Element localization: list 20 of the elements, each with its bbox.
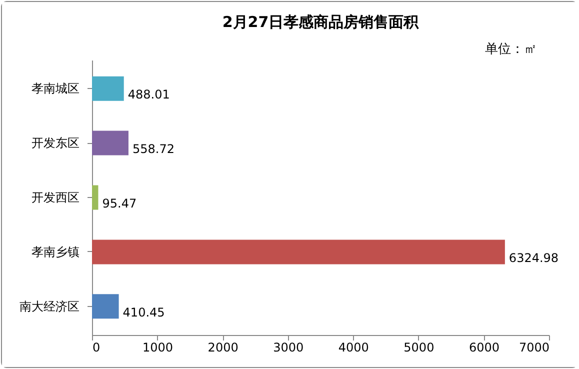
data-label: 6324.98 xyxy=(508,250,559,265)
x-tick-label: 6000 xyxy=(468,340,500,354)
data-label: 410.45 xyxy=(122,305,165,320)
x-tick-label: 0 xyxy=(92,340,100,354)
x-tick-label: 7000 xyxy=(518,340,550,354)
text: 单位：㎡ xyxy=(485,41,537,58)
y-tick-label: 孝南乡镇 xyxy=(32,244,80,259)
y-tick-label: 开发西区 xyxy=(32,190,80,204)
chart-title: 2月27日孝感商品房销售面积 xyxy=(222,13,420,31)
x-tick-label: 2000 xyxy=(208,340,238,354)
data-label: 95.47 xyxy=(102,196,137,210)
x-tick-label: 3000 xyxy=(273,340,304,354)
data-label: 488.01 xyxy=(128,88,170,102)
x-tick-label: 4000 xyxy=(338,340,369,354)
y-tick-label: 孝南城区 xyxy=(32,82,80,96)
x-tick-label: 1000 xyxy=(142,340,174,354)
y-tick-label: 开发东区 xyxy=(32,136,80,150)
y-tick-label: 南大经济区 xyxy=(20,299,80,314)
data-label: 558.72 xyxy=(132,142,174,156)
x-tick-label: 5000 xyxy=(404,340,434,354)
